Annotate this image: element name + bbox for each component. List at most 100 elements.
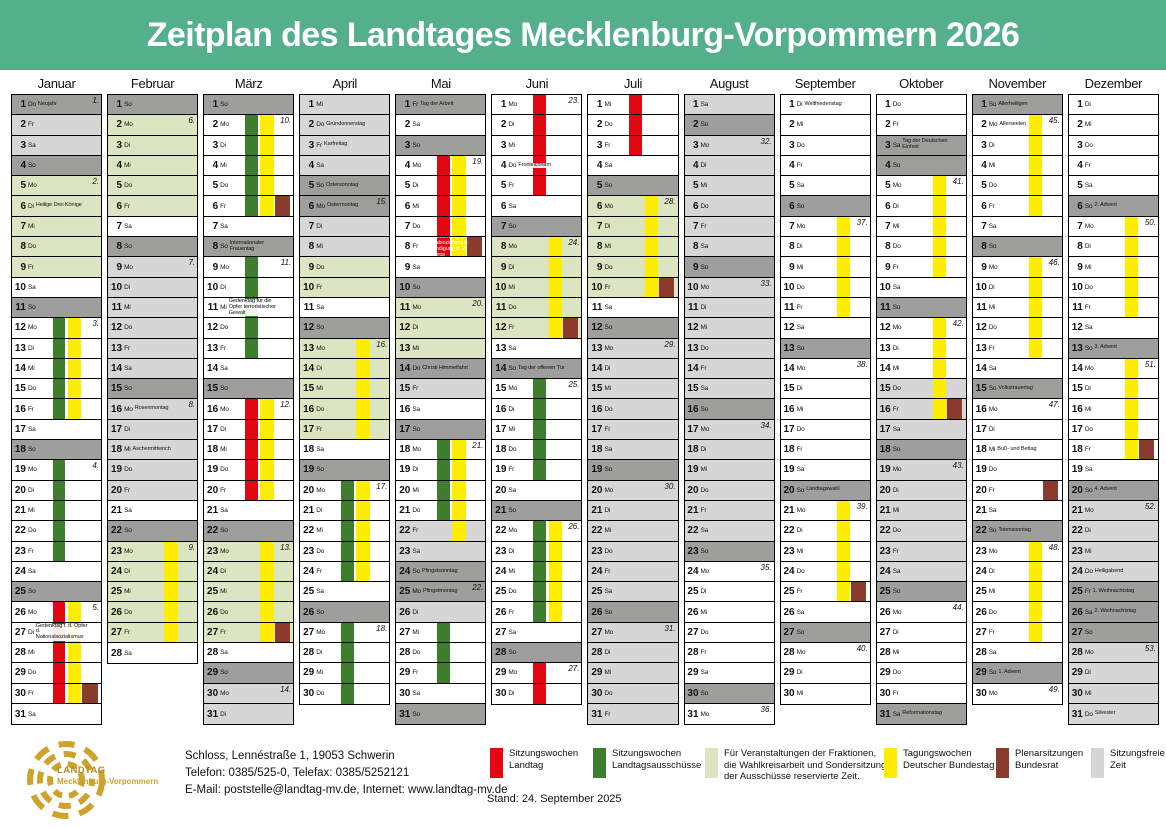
page-title: Zeitplan des Landtages Mecklenburg-Vorpo… [146, 15, 1020, 54]
day-cell: 9 Fr [12, 257, 102, 278]
day-number: 14 [1071, 363, 1083, 374]
day-cell: 31 So [396, 703, 486, 725]
weekday-abbr: Mo [1084, 222, 1094, 230]
weekday-abbr: Mi [700, 182, 708, 190]
day-number: 31 [591, 708, 603, 720]
day-cell: 18 Mo 21. [396, 440, 486, 461]
weekday-abbr: Di [604, 507, 611, 515]
weekday-abbr: Do [508, 588, 517, 596]
day-number: 7 [212, 220, 219, 232]
weekday-abbr: Di [988, 283, 995, 291]
day-number: 31 [687, 708, 699, 720]
day-number: 4 [789, 160, 795, 172]
landtag-session-bar [533, 176, 546, 196]
day-number: 17 [1071, 423, 1083, 435]
day-number: 9 [789, 261, 795, 273]
day-number: 6 [116, 200, 123, 212]
weekday-abbr: Mo [220, 405, 229, 413]
bundestag-session-bar [452, 237, 466, 257]
day-cell: 18 Fr [780, 440, 870, 461]
day-cell: 21 Sa [972, 500, 1062, 522]
day-number: 18 [591, 444, 603, 456]
committee-session-bar [437, 663, 450, 683]
weekday-abbr: So [124, 243, 132, 251]
day-cell: 30 Fr [876, 683, 966, 704]
day-number: 18 [1071, 444, 1083, 456]
weekday-abbr: Mo [700, 567, 710, 575]
holiday-note: Karfreitag [323, 141, 348, 148]
weekday-abbr: Do [124, 608, 132, 616]
day-cell: 11 Fr [780, 297, 870, 319]
weekday-abbr: So [1084, 202, 1093, 210]
day-cell: 28 Sa [972, 643, 1062, 664]
weekday-abbr: So [508, 507, 516, 515]
day-cell: 3 Do [780, 135, 870, 156]
day-cell: 5 Mo 2. [12, 176, 102, 197]
day-cell: 22 Sa [684, 521, 774, 542]
day-number: 16 [399, 403, 411, 415]
weekday-abbr: Sa [796, 608, 805, 616]
week-number: 7. [188, 258, 196, 268]
day-cell: 13 Do [684, 338, 774, 359]
day-number: 18 [303, 444, 315, 456]
day-cell: 14 So Tag der offenen Tür [492, 358, 582, 380]
legend-label: Sitzungsfreie Zeit [1110, 748, 1165, 771]
day-cell: 22 Mo 26. [492, 521, 582, 542]
day-number: 8 [20, 241, 26, 253]
day-number: 16 [207, 403, 219, 415]
day-number: 16 [303, 403, 315, 415]
month-column-dezember: Dezember 1 Di 2 Mi 3 Do 4 Fr 5 Sa 6 So 2. Advent 7 Mo 50… [1067, 76, 1159, 726]
bundestag-session-bar [836, 582, 851, 602]
day-cell: 21 Mo 52. [1068, 500, 1158, 522]
bundestag-session-bar [164, 561, 178, 582]
committee-session-bar [533, 379, 546, 399]
bundestag-session-bar [1124, 277, 1139, 297]
day-cell: 8 So Internationaler Frauentag [204, 237, 294, 258]
day-number: 12 [1071, 322, 1083, 334]
day-number: 1 [692, 99, 699, 111]
day-cell: 12 Mo 42. [876, 318, 966, 339]
day-cell: 17 Sa [876, 419, 966, 441]
week-number: 44. [952, 603, 964, 613]
weekday-abbr: Do [604, 689, 613, 697]
day-cell: 1 So [108, 95, 198, 116]
landtag-session-bar [52, 663, 66, 683]
day-number: 13 [495, 342, 507, 354]
weekday-abbr: Mi [412, 202, 419, 210]
day-number: 10 [1071, 281, 1083, 293]
bundestag-session-bar [836, 521, 851, 541]
day-number: 8 [1077, 241, 1083, 253]
day-cell: 27 Fr [972, 622, 1062, 644]
day-cell: 21 Di [300, 500, 390, 522]
day-number: 27 [110, 626, 123, 638]
weekday-abbr: Do [412, 365, 421, 372]
bundestag-session-bar [164, 582, 178, 602]
bundestag-session-bar [1028, 622, 1043, 643]
day-cell: 23 Mi [1068, 541, 1158, 562]
day-number: 28 [687, 647, 699, 659]
day-number: 30 [303, 688, 315, 700]
day-number: 27 [495, 626, 507, 638]
day-cell: 29 Di [1068, 663, 1158, 684]
day-number: 21 [879, 505, 891, 517]
day-number: 25 [399, 586, 411, 598]
day-number: 26 [975, 606, 987, 618]
bundestag-session-bar [932, 196, 947, 216]
day-number: 31 [14, 708, 26, 720]
day-cell: 25 Sa [300, 582, 390, 603]
weekday-abbr: Sa [700, 243, 709, 251]
day-cell: 12 Do [108, 318, 198, 339]
day-cell: 10 Sa [12, 277, 102, 298]
weekday-abbr: Mo [796, 507, 806, 515]
landtag-session-bar [437, 196, 450, 216]
holiday-note: Volkstrauertag [998, 384, 1033, 391]
day-cell: 5 So Ostersonntag [300, 176, 390, 197]
day-number: 30 [1071, 687, 1083, 699]
weekday-abbr: So [412, 141, 420, 149]
weekday-abbr: Do [796, 141, 805, 149]
weekday-abbr: Sa [124, 365, 132, 372]
day-number: 30 [207, 687, 219, 699]
week-number: 16. [376, 339, 388, 349]
day-cell: 24 Fr [300, 561, 390, 583]
weekday-abbr: Sa [124, 222, 132, 230]
